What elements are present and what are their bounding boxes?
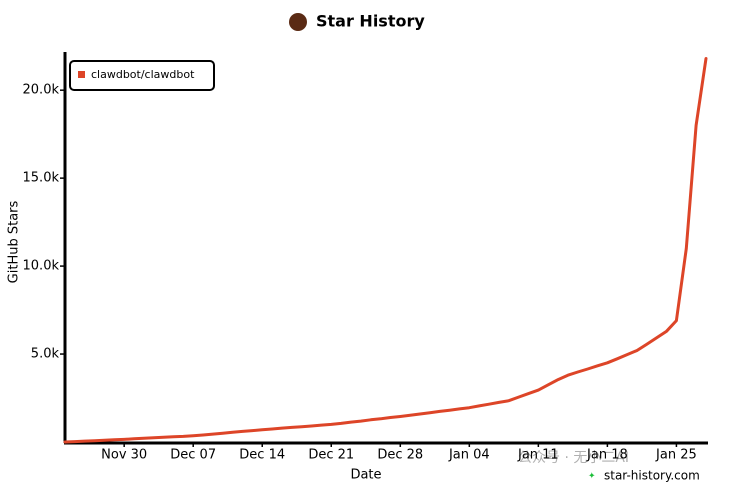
legend-swatch [78, 71, 85, 78]
x-tick-label: Dec 07 [170, 448, 216, 463]
watermark: star-history.com [604, 469, 700, 483]
x-tick-label: Jan 18 [586, 448, 628, 463]
series-line [63, 57, 708, 444]
watermark-icon: ✦ [588, 472, 596, 482]
chart-title: Star History [316, 12, 425, 31]
x-tick-label: Nov 30 [101, 448, 147, 463]
x-tick-label: Dec 28 [377, 448, 423, 463]
x-tick-label: Jan 04 [448, 448, 490, 463]
x-tick-label: Jan 11 [517, 448, 559, 463]
title-icon [289, 13, 307, 31]
y-tick-label: 5.0k [31, 347, 60, 362]
y-tick-label: 15.0k [23, 171, 60, 186]
legend-box [69, 60, 215, 91]
y-tick-label: 10.0k [23, 259, 60, 274]
legend-label: clawdbot/clawdbot [91, 68, 195, 81]
x-tick-label: Jan 25 [655, 448, 697, 463]
x-tick-label: Dec 21 [308, 448, 354, 463]
x-axis-label: Date [350, 468, 381, 483]
y-tick-label: 20.0k [23, 83, 60, 98]
wechat-watermark: 公众号 · 无小二AI [518, 450, 629, 466]
y-axis-label: GitHub Stars [7, 200, 22, 283]
legend: clawdbot/clawdbot [69, 60, 215, 91]
x-tick-label: Dec 14 [239, 448, 285, 463]
